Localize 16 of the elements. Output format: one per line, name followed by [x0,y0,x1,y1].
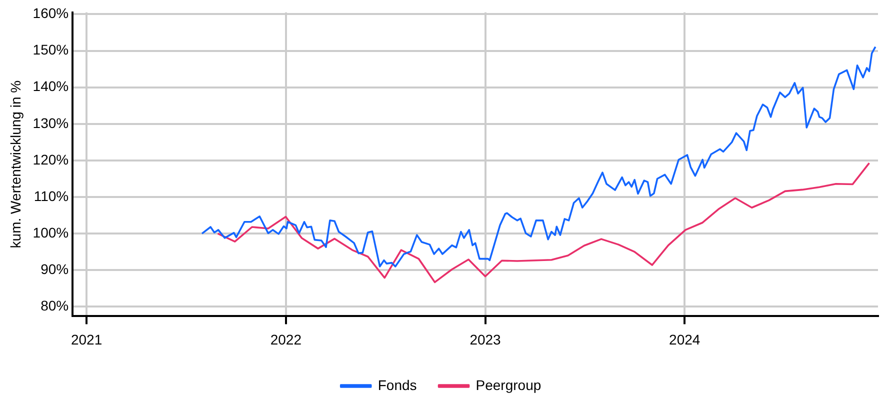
y-tick-label: 110% [34,188,69,204]
y-axis-title: kum. Wertentwicklung in % [7,80,24,248]
y-tick-label: 130% [32,114,69,131]
y-tick-label: 150% [32,42,69,58]
y-tick-label: 160% [32,5,69,22]
y-tick-label: 120% [32,151,69,168]
x-tick-label: 2021 [70,331,102,348]
legend-label: Peergroup [476,376,542,393]
x-tick-label: 2024 [669,331,700,348]
x-tick-label: 2023 [470,331,502,348]
y-tick-label: 90% [40,260,69,277]
y-tick-label: 140% [32,78,69,94]
y-tick-label: 80% [40,298,69,314]
x-tick-label: 2022 [270,331,302,348]
y-tick-label: 100% [32,224,69,240]
legend-label: Fonds [378,376,417,393]
